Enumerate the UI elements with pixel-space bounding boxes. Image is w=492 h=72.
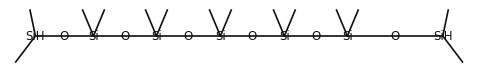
Text: SiH: SiH — [433, 30, 453, 42]
Text: O: O — [60, 30, 69, 42]
Text: O: O — [311, 30, 320, 42]
Text: O: O — [391, 30, 400, 42]
Text: Si: Si — [279, 30, 290, 42]
Text: Si: Si — [342, 30, 353, 42]
Text: Si: Si — [215, 30, 226, 42]
Text: Si: Si — [88, 30, 99, 42]
Text: O: O — [248, 30, 257, 42]
Text: O: O — [121, 30, 129, 42]
Text: SiH: SiH — [26, 30, 45, 42]
Text: O: O — [184, 30, 193, 42]
Text: Si: Si — [151, 30, 162, 42]
